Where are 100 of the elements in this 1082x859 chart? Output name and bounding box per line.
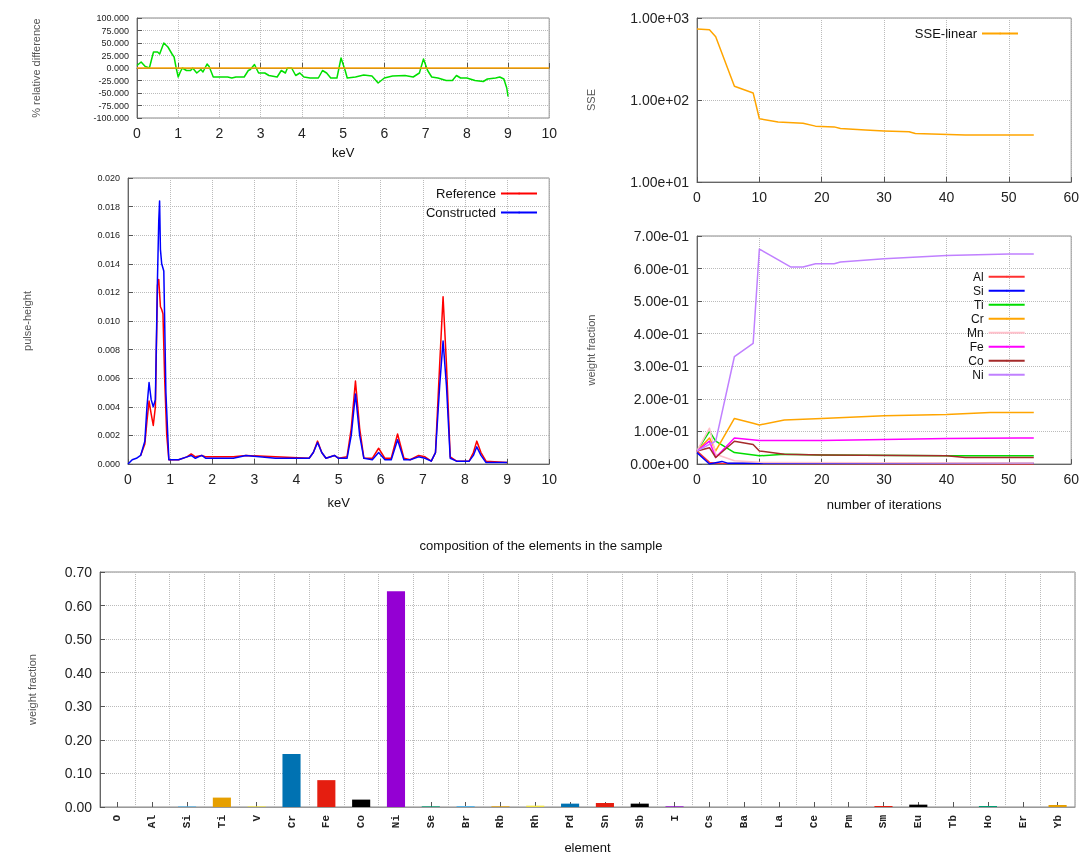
y-tick-label: 0.70 xyxy=(64,564,93,580)
y-tick-label: 7.00e-01 xyxy=(633,228,690,244)
y-tick-label: 1.00e+01 xyxy=(630,174,690,190)
y-tick-label: 5.00e-01 xyxy=(633,293,690,310)
x-tick-label: 7 xyxy=(418,471,427,487)
x-tick-label: Sn xyxy=(598,815,611,829)
x-tick-label: Si xyxy=(181,814,194,829)
legend-label: Fe xyxy=(969,339,984,354)
y-tick-label: 50.000 xyxy=(101,38,129,48)
legend-label: Reference xyxy=(436,186,496,201)
x-tick-label: Pd xyxy=(564,815,577,829)
y-tick-label: -50.000 xyxy=(98,88,129,98)
x-tick-label: 10 xyxy=(751,471,768,487)
legend-label: Cr xyxy=(971,311,984,326)
x-tick-label: 60 xyxy=(1063,471,1080,487)
x-tick-label: 10 xyxy=(541,471,558,487)
y-tick-label: 4.00e-01 xyxy=(633,325,690,342)
x-tick-label: 0 xyxy=(124,471,133,487)
x-tick-label: 20 xyxy=(813,189,830,205)
line-series xyxy=(136,42,509,98)
y-tick-label: 6.00e-01 xyxy=(633,260,690,277)
x-tick-label: I xyxy=(668,815,681,822)
x-tick-label: Co xyxy=(355,814,368,829)
x-tick-label: 6 xyxy=(376,471,385,487)
x-tick-label: Rh xyxy=(529,815,542,829)
y-tick-label: 0.018 xyxy=(97,201,120,212)
x-tick-label: Yb xyxy=(1051,814,1064,829)
x-tick-label: 3 xyxy=(256,125,265,141)
x-tick-label: Fe xyxy=(320,814,333,829)
y-axis-title: SSE xyxy=(584,88,597,112)
x-axis-title: keV xyxy=(327,495,351,510)
x-tick-label: Ti xyxy=(215,814,228,829)
x-tick-label: 2 xyxy=(215,125,224,141)
y-tick-label: 100.000 xyxy=(96,13,129,23)
y-axis-title: weight fraction xyxy=(25,654,38,726)
y-tick-label: 0.40 xyxy=(64,664,93,681)
y-tick-label: 0.014 xyxy=(97,258,120,269)
legend-label: Al xyxy=(973,269,984,284)
x-tick-label: 2 xyxy=(208,471,217,487)
bar xyxy=(317,780,336,807)
legend-label: Mn xyxy=(967,325,984,340)
x-tick-label: 40 xyxy=(938,189,955,205)
y-tick-label: 0.00 xyxy=(64,799,93,815)
x-tick-label: Ho xyxy=(981,814,994,829)
x-tick-label: 5 xyxy=(339,125,348,141)
x-tick-label: 30 xyxy=(876,189,893,205)
x-tick-label: Pm xyxy=(842,814,855,829)
y-tick-label: 75.000 xyxy=(101,25,129,36)
y-tick-label: 0.20 xyxy=(64,731,93,748)
x-tick-label: 7 xyxy=(421,125,430,141)
x-tick-label: La xyxy=(773,814,786,829)
legend-label: Constructed xyxy=(425,205,496,220)
x-tick-label: 3 xyxy=(250,471,259,487)
x-axis-title: element xyxy=(564,840,612,855)
x-tick-label: Sm xyxy=(877,814,890,829)
legend-label: Co xyxy=(968,353,984,368)
x-tick-label: Er xyxy=(1016,815,1029,829)
x-tick-label: 20 xyxy=(813,471,830,487)
x-tick-label: 0 xyxy=(133,125,142,141)
y-tick-label: 0.000 xyxy=(106,63,129,73)
x-tick-label: 8 xyxy=(461,471,470,487)
y-tick-label: -25.000 xyxy=(98,75,129,86)
x-tick-label: 0 xyxy=(693,471,702,487)
x-tick-label: 60 xyxy=(1063,189,1080,205)
x-tick-label: Eu xyxy=(912,815,925,829)
x-tick-label: Ba xyxy=(738,814,751,829)
line-series xyxy=(696,427,1035,464)
x-tick-label: 50 xyxy=(1001,471,1017,487)
x-tick-label: V xyxy=(250,814,263,822)
x-tick-label: Ni xyxy=(389,814,402,829)
x-tick-label: 0 xyxy=(693,189,702,205)
y-tick-label: 0.60 xyxy=(64,597,93,614)
x-tick-label: 1 xyxy=(174,125,183,141)
legend-label: Ni xyxy=(972,367,984,382)
bar xyxy=(386,591,406,807)
legend-label: Si xyxy=(973,283,984,298)
y-tick-label: 0.020 xyxy=(97,173,120,183)
legend-label: SSE-linear xyxy=(914,26,978,41)
y-axis-title: weight fraction xyxy=(584,314,597,387)
x-tick-label: O xyxy=(111,814,124,822)
y-tick-label: 25.000 xyxy=(101,50,129,61)
x-tick-label: Rb xyxy=(494,814,507,829)
bar xyxy=(212,797,231,807)
y-tick-label: 0.10 xyxy=(64,765,93,782)
y-tick-label: 0.006 xyxy=(97,373,120,384)
y-tick-label: 1.00e+02 xyxy=(630,92,690,108)
x-tick-label: 6 xyxy=(380,125,389,141)
y-tick-label: 0.008 xyxy=(97,344,120,355)
y-tick-label: 1.00e+03 xyxy=(630,10,690,26)
y-tick-label: 3.00e-01 xyxy=(633,358,690,375)
y-tick-label: 0.004 xyxy=(97,401,120,412)
chart-title: composition of the elements in the sample xyxy=(419,538,663,553)
x-tick-label: Tb xyxy=(947,814,960,829)
y-tick-label: 0.012 xyxy=(97,287,120,298)
y-tick-label: 0.010 xyxy=(97,316,120,326)
x-tick-label: 1 xyxy=(166,471,175,487)
line-series xyxy=(696,248,1035,452)
x-tick-label: Ce xyxy=(807,814,820,829)
x-tick-label: 9 xyxy=(504,125,513,141)
x-tick-label: Se xyxy=(424,814,437,829)
